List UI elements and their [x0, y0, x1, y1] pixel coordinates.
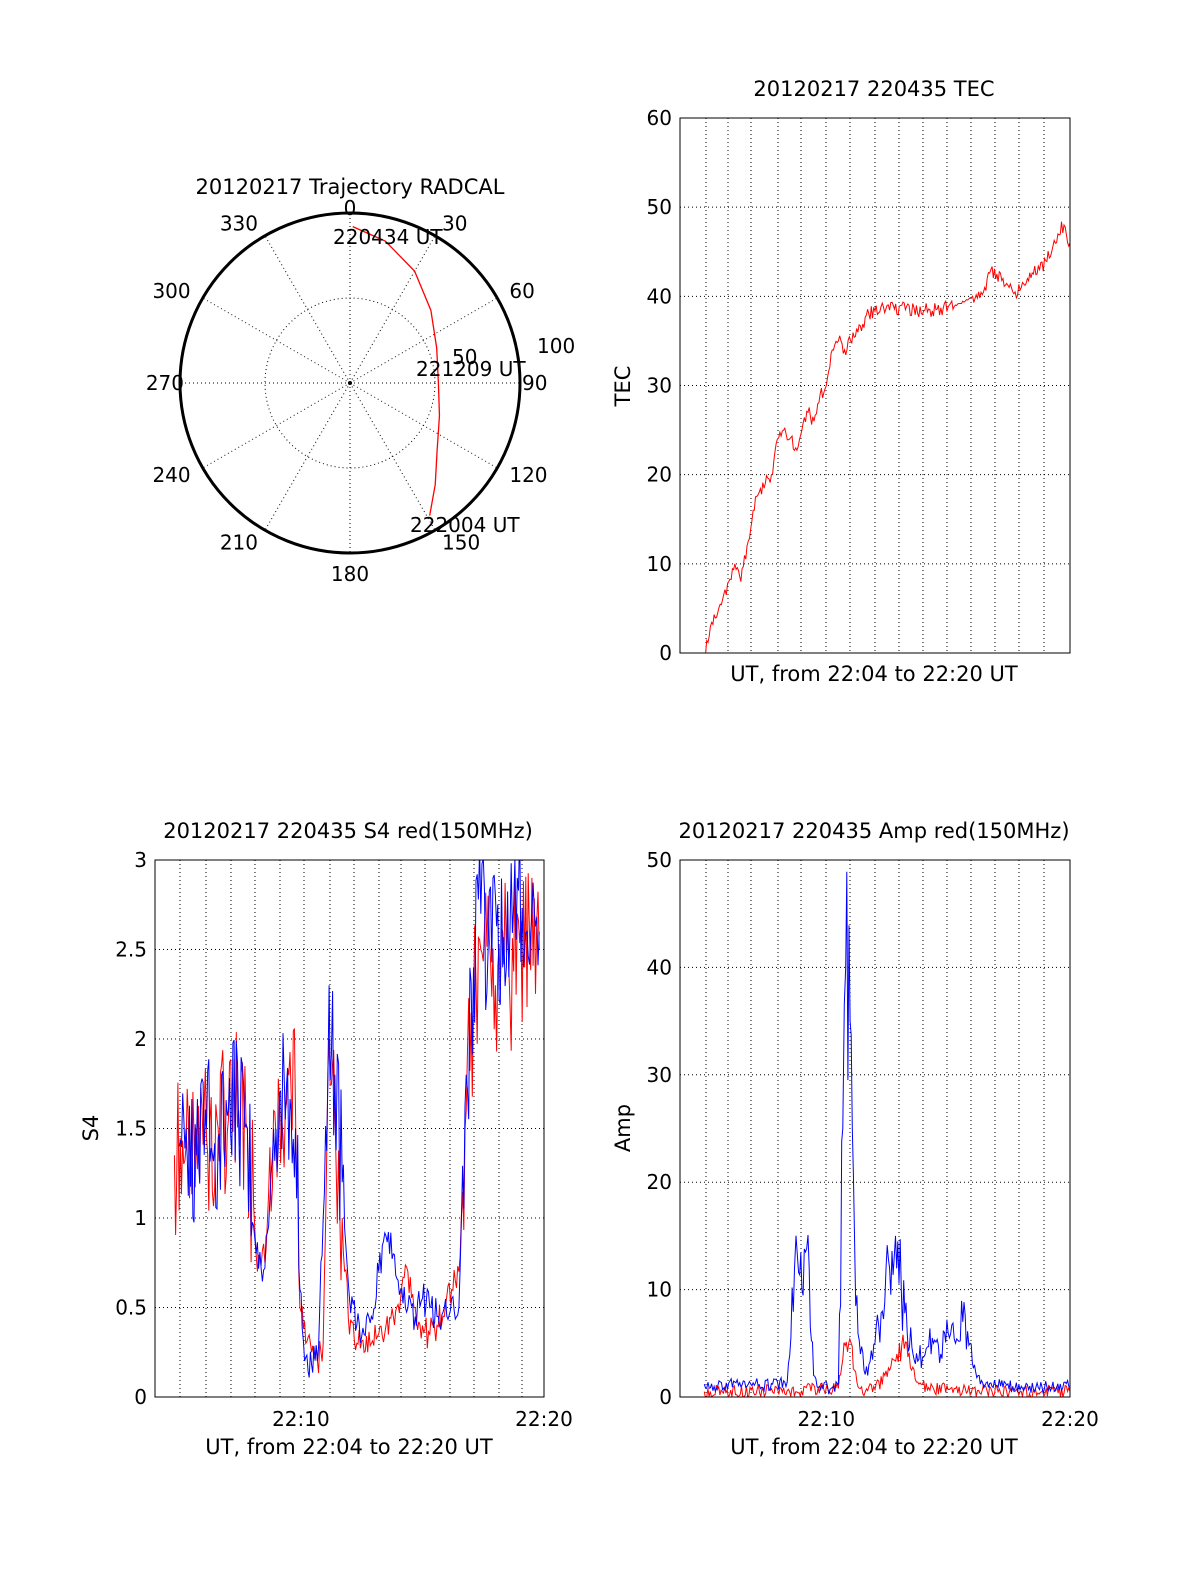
- polar-spoke: [202, 297, 351, 384]
- polar-ring-label-100: 100: [537, 334, 575, 358]
- polar-azimuth-label: 270: [146, 371, 184, 395]
- s4-x-label: UT, from 22:04 to 22:20 UT: [205, 1435, 493, 1459]
- amp-y-tick-label: 0: [659, 1385, 672, 1409]
- amp-y-ticks: 0 10 20 30 40 50: [647, 848, 672, 1409]
- amp-y-tick-label: 10: [647, 1278, 672, 1302]
- s4-y-tick-label: 2.5: [115, 938, 147, 962]
- amp-series-line-2: [703, 871, 1070, 1395]
- s4-x-tick-label: 22:20: [515, 1407, 573, 1431]
- tec-title: 20120217 220435 TEC: [753, 77, 994, 101]
- s4-grid: [155, 860, 544, 1397]
- polar-spoke: [202, 382, 351, 469]
- polar-spoke: [349, 382, 436, 531]
- polar-spoke: [349, 235, 436, 384]
- s4-x-tick-label: 22:10: [272, 1407, 330, 1431]
- polar-trajectory: [348, 226, 441, 516]
- polar-title: 20120217 Trajectory RADCAL: [196, 175, 505, 199]
- s4-y-tick-label: 3: [134, 848, 147, 872]
- amp-y-tick-label: 20: [647, 1170, 672, 1194]
- s4-series: [173, 860, 540, 1378]
- tec-chart: 20120217 220435 TEC 0 10 20 30 40 50 60 TEC UT…: [611, 77, 1071, 686]
- amp-chart: 20120217 220435 Amp red(150MHz) 0 10 20 30 4…: [611, 819, 1099, 1459]
- amp-grid: [680, 860, 1070, 1397]
- amp-y-tick-label: 40: [647, 955, 672, 979]
- tec-y-tick-label: 10: [647, 552, 672, 576]
- amp-x-ticks: 22:10 22:20: [797, 1407, 1098, 1431]
- amp-series: [703, 871, 1070, 1397]
- s4-series-line-2: [178, 860, 540, 1378]
- track-mid-label: 221209 UT: [416, 357, 526, 381]
- s4-plot-frame: [154, 859, 545, 1398]
- tec-series-line-1: [704, 221, 1070, 653]
- tec-y-tick-label: 40: [647, 284, 672, 308]
- polar-azimuth-label: 300: [152, 279, 190, 303]
- s4-y-tick-label: 1: [134, 1206, 147, 1230]
- polar-azimuth-label: 330: [220, 212, 258, 236]
- tec-y-tick-label: 30: [647, 374, 672, 398]
- s4-y-ticks: 0 0.5 1 1.5 2 2.5 3: [115, 848, 147, 1409]
- trajectory-line: [352, 226, 441, 516]
- s4-y-tick-label: 0: [134, 1385, 147, 1409]
- polar-azimuth-label: 150: [442, 530, 480, 554]
- polar-azimuth-labels: 0 30 60 90 120 150 180 210 240 270 300 330: [146, 196, 548, 586]
- polar-ring-label-50: 50: [452, 345, 477, 369]
- amp-x-label: UT, from 22:04 to 22:20 UT: [730, 1435, 1018, 1459]
- tec-y-tick-label: 0: [659, 641, 672, 665]
- tec-y-tick-label: 50: [647, 195, 672, 219]
- polar-azimuth-label: 30: [442, 212, 467, 236]
- polar-azimuth-label: 60: [509, 279, 534, 303]
- s4-y-tick-label: 0.5: [115, 1296, 147, 1320]
- amp-x-tick-label: 22:20: [1041, 1407, 1099, 1431]
- s4-x-ticks: 22:10 22:20: [272, 1407, 573, 1431]
- amp-x-tick-label: 22:10: [797, 1407, 855, 1431]
- amp-series-line-1: [703, 1334, 1070, 1397]
- tec-plot-frame: [679, 117, 1071, 654]
- polar-spoke: [349, 382, 498, 469]
- track-start-label: 222004 UT: [410, 513, 520, 537]
- polar-spoke: [264, 235, 351, 384]
- s4-y-tick-label: 1.5: [115, 1117, 147, 1141]
- polar-spoke: [349, 297, 498, 384]
- s4-y-tick-label: 2: [134, 1027, 147, 1051]
- polar-azimuth-label: 120: [509, 463, 547, 487]
- amp-y-label: Amp: [611, 1104, 635, 1152]
- tec-grid: [680, 118, 1070, 653]
- tec-y-ticks: 0 10 20 30 40 50 60: [647, 106, 672, 665]
- s4-title: 20120217 220435 S4 red(150MHz): [163, 819, 533, 843]
- tec-x-label: UT, from 22:04 to 22:20 UT: [730, 662, 1018, 686]
- polar-azimuth-label: 240: [152, 463, 190, 487]
- polar-outer-ring: [178, 211, 522, 555]
- amp-title: 20120217 220435 Amp red(150MHz): [678, 819, 1069, 843]
- polar-center: [348, 381, 352, 385]
- track-end-label: 220434 UT: [333, 225, 443, 249]
- s4-chart: 20120217 220435 S4 red(150MHz) 0 0.5 1 1.5 2…: [79, 819, 573, 1459]
- polar-spoke: [264, 382, 351, 531]
- polar-azimuth-label: 90: [522, 371, 547, 395]
- s4-y-label: S4: [79, 1115, 103, 1142]
- polar-azimuth-label: 0: [344, 196, 357, 220]
- amp-plot-frame: [679, 859, 1071, 1398]
- amp-y-tick-label: 30: [647, 1063, 672, 1087]
- tec-y-label: TEC: [611, 366, 635, 408]
- s4-series-line-1: [173, 865, 540, 1373]
- tec-y-tick-label: 20: [647, 463, 672, 487]
- polar-azimuth-label: 180: [331, 562, 369, 586]
- tec-y-tick-label: 60: [647, 106, 672, 130]
- amp-y-tick-label: 50: [647, 848, 672, 872]
- polar-azimuth-label: 210: [220, 530, 258, 554]
- tec-series: [704, 221, 1070, 653]
- polar-grid: [178, 211, 522, 555]
- polar-chart: 20120217 Trajectory RADCAL 0 30 60 90 120 150…: [146, 175, 575, 586]
